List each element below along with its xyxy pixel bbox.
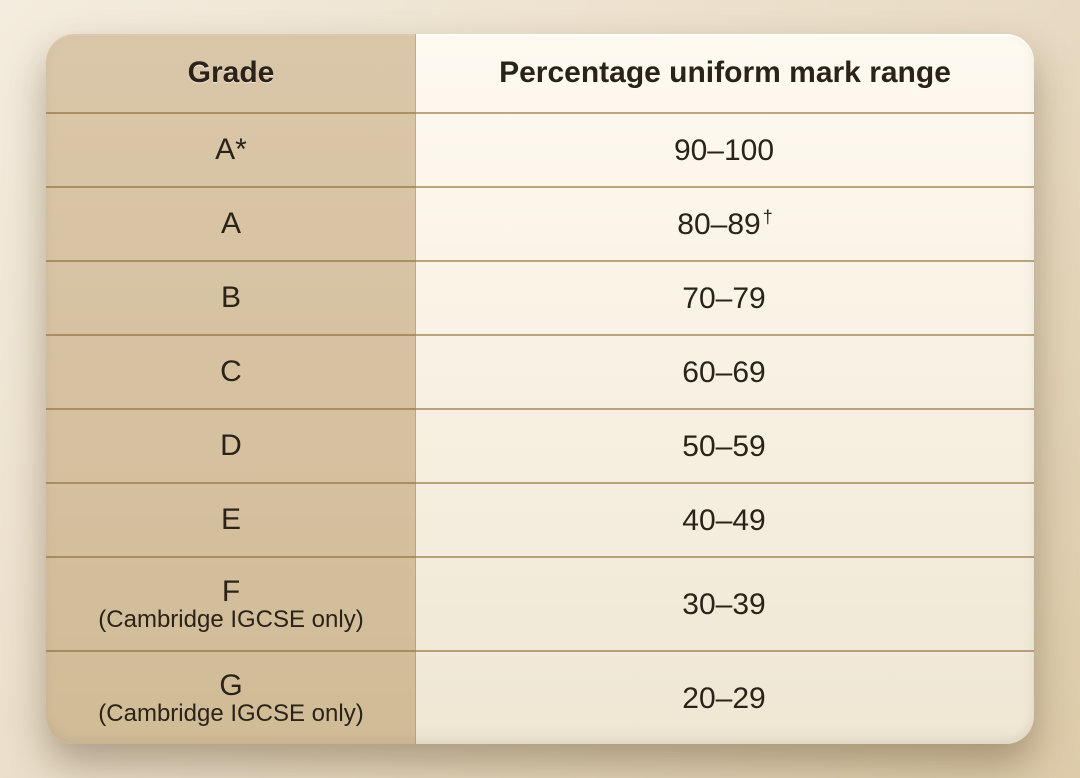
cell-grade: A xyxy=(46,187,416,261)
range-value: 90–100 xyxy=(674,134,774,167)
cell-grade: F (Cambridge IGCSE only) xyxy=(46,557,416,651)
cell-range: 50–59 xyxy=(416,409,1034,483)
cell-grade: A* xyxy=(46,113,416,187)
grade-value: G xyxy=(219,669,242,702)
grade-value: C xyxy=(220,355,242,388)
grade-value: F xyxy=(222,575,240,608)
cell-range: 30–39 xyxy=(416,557,1034,651)
cell-grade: D xyxy=(46,409,416,483)
range-suffix: † xyxy=(763,207,773,227)
range-value: 80–89 xyxy=(677,208,760,241)
cell-grade: C xyxy=(46,335,416,409)
column-header-range: Percentage uniform mark range xyxy=(416,34,1034,113)
grade-table: Grade Percentage uniform mark range A* 9… xyxy=(46,34,1034,744)
cell-range: 20–29 xyxy=(416,651,1034,744)
cell-range: 90–100 xyxy=(416,113,1034,187)
table-row: D 50–59 xyxy=(46,409,1034,483)
cell-grade: E xyxy=(46,483,416,557)
cell-range: 40–49 xyxy=(416,483,1034,557)
grade-value: B xyxy=(221,281,241,314)
grade-value: A xyxy=(221,207,241,240)
range-value: 60–69 xyxy=(682,356,765,389)
cell-grade: B xyxy=(46,261,416,335)
range-value: 30–39 xyxy=(682,588,765,621)
column-header-grade: Grade xyxy=(46,34,416,113)
cell-grade: G (Cambridge IGCSE only) xyxy=(46,651,416,744)
grade-value: E xyxy=(221,503,241,536)
table-header-row: Grade Percentage uniform mark range xyxy=(46,34,1034,113)
table-row: E 40–49 xyxy=(46,483,1034,557)
range-value: 40–49 xyxy=(682,504,765,537)
table-row: F (Cambridge IGCSE only) 30–39 xyxy=(46,557,1034,651)
table-row: G (Cambridge IGCSE only) 20–29 xyxy=(46,651,1034,744)
grade-subtext: (Cambridge IGCSE only) xyxy=(46,607,416,632)
page-background: Grade Percentage uniform mark range A* 9… xyxy=(0,0,1080,778)
table-row: A 80–89† xyxy=(46,187,1034,261)
range-value: 50–59 xyxy=(682,430,765,463)
grade-table-card: Grade Percentage uniform mark range A* 9… xyxy=(46,34,1034,744)
grade-subtext: (Cambridge IGCSE only) xyxy=(46,701,416,726)
grade-value: D xyxy=(220,429,242,462)
cell-range: 80–89† xyxy=(416,187,1034,261)
table-row: B 70–79 xyxy=(46,261,1034,335)
cell-range: 60–69 xyxy=(416,335,1034,409)
cell-range: 70–79 xyxy=(416,261,1034,335)
table-row: A* 90–100 xyxy=(46,113,1034,187)
table-row: C 60–69 xyxy=(46,335,1034,409)
range-value: 70–79 xyxy=(682,282,765,315)
grade-value: A* xyxy=(215,133,247,166)
range-value: 20–29 xyxy=(682,682,765,715)
